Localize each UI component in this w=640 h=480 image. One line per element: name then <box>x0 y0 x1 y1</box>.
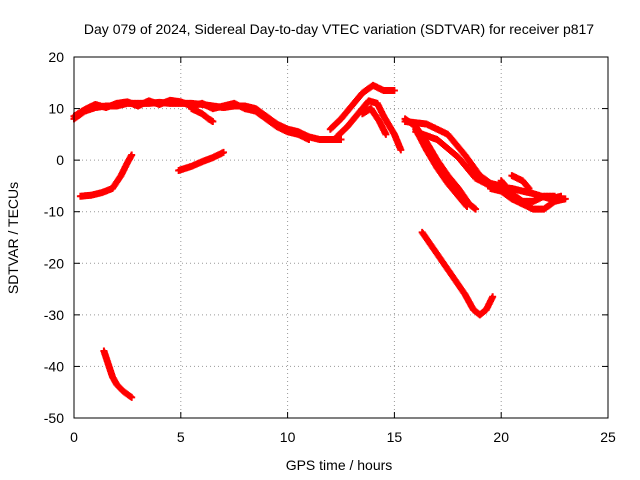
y-tick-label: -30 <box>44 307 64 323</box>
data-point <box>390 87 398 95</box>
x-tick-label: 0 <box>70 429 78 445</box>
grid <box>74 57 608 418</box>
y-tick-label: -50 <box>44 410 64 426</box>
data-point <box>472 205 480 213</box>
series-arc-9 <box>358 105 390 138</box>
series-arc-11 <box>412 125 471 211</box>
data-point <box>382 130 390 138</box>
series-arc-17 <box>418 228 497 319</box>
data-point <box>463 203 471 211</box>
series-arc-16 <box>508 172 533 193</box>
data-point <box>209 117 217 125</box>
series-arc-4 <box>76 151 136 200</box>
y-tick-label: -40 <box>44 358 64 374</box>
data-point <box>525 185 533 193</box>
data-point <box>128 393 136 401</box>
data-point <box>551 192 559 200</box>
data-point <box>397 146 405 154</box>
data-point <box>305 136 313 144</box>
y-tick-label: -10 <box>44 204 64 220</box>
series-arc-5 <box>100 347 136 401</box>
data-point <box>489 293 497 301</box>
series-arc-6 <box>175 148 228 174</box>
ticks: 0 5 10 15 20 25 -50 -40 -30 -20 -10 0 10 20 <box>44 49 616 445</box>
series-arc-12 <box>401 117 505 190</box>
x-tick-label: 20 <box>493 429 509 445</box>
plot-frame <box>73 56 609 419</box>
y-axis-label: SDTVAR / TECUs <box>5 182 21 294</box>
x-tick-label: 10 <box>280 429 296 445</box>
data-point <box>337 136 345 144</box>
data-point <box>561 195 569 203</box>
y-tick-label: 10 <box>48 101 64 117</box>
data-point <box>128 151 136 159</box>
y-tick-label: -20 <box>44 255 64 271</box>
y-tick-label: 20 <box>48 49 64 65</box>
series-arc-3 <box>187 105 217 125</box>
series-arc-7 <box>326 81 398 133</box>
y-tick-label: 0 <box>56 152 64 168</box>
chart-title: Day 079 of 2024, Sidereal Day-to-day VTE… <box>84 21 594 37</box>
series-arc-8 <box>333 97 405 154</box>
data-point <box>220 148 228 156</box>
x-axis-label: GPS time / hours <box>286 457 393 473</box>
x-tick-label: 25 <box>600 429 616 445</box>
x-tick-label: 5 <box>177 429 185 445</box>
data-points <box>70 81 569 401</box>
series-arc-2 <box>70 96 313 144</box>
x-tick-label: 15 <box>387 429 403 445</box>
series-arc-15 <box>497 177 559 205</box>
